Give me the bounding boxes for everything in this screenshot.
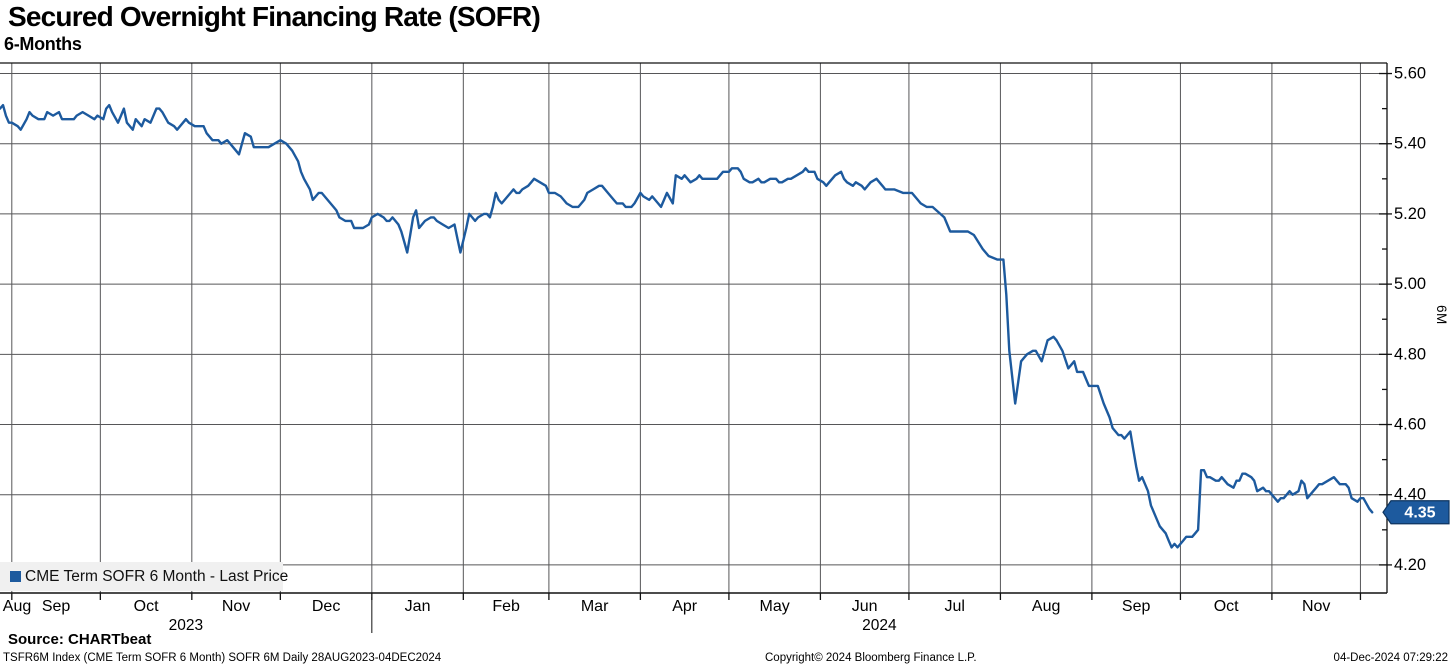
svg-text:Feb: Feb: [492, 598, 520, 615]
plot-border: [0, 62, 1388, 594]
sofr-line-chart[interactable]: 5.60 5.40 5.20 5.00 4.80 4.60 4.40 4.20 Aug Sep Oc…: [0, 60, 1456, 666]
svg-text:Jul: Jul: [944, 598, 964, 615]
gridlines: [0, 63, 1387, 593]
y-axis-unit-label: 6M: [1434, 305, 1449, 325]
ticker-metadata: TSFR6M Index (CME Term SOFR 6 Month) SOF…: [3, 652, 442, 664]
svg-text:Apr: Apr: [672, 598, 698, 615]
svg-text:4.20: 4.20: [1394, 556, 1426, 574]
legend-label: CME Term SOFR 6 Month - Last Price: [25, 567, 289, 585]
copyright-notice: Copyright© 2024 Bloomberg Finance L.P.: [765, 652, 977, 664]
svg-text:Sep: Sep: [42, 598, 71, 615]
svg-text:Aug: Aug: [1032, 598, 1060, 615]
svg-text:Sep: Sep: [1122, 598, 1151, 615]
y-axis-labels: 5.60 5.40 5.20 5.00 4.80 4.60 4.40 4.20: [1394, 65, 1426, 574]
svg-text:4.40: 4.40: [1394, 486, 1426, 504]
x-axis-labels: Aug Sep Oct Nov Dec Jan Feb Mar Apr May Jun Jul Aug S…: [3, 598, 1331, 634]
svg-text:5.00: 5.00: [1394, 275, 1426, 293]
last-price-flag: 4.35: [1382, 500, 1450, 525]
svg-text:2024: 2024: [862, 617, 897, 634]
page-subtitle: 6-Months: [4, 34, 82, 54]
svg-text:4.60: 4.60: [1394, 416, 1426, 434]
svg-text:5.40: 5.40: [1394, 135, 1426, 153]
axis-ticks: [11, 72, 1392, 633]
svg-text:Mar: Mar: [581, 598, 609, 615]
svg-text:5.60: 5.60: [1394, 65, 1426, 83]
svg-text:Nov: Nov: [1302, 598, 1330, 615]
svg-text:Jan: Jan: [405, 598, 431, 615]
svg-text:Jun: Jun: [852, 598, 878, 615]
svg-text:Oct: Oct: [1214, 598, 1239, 615]
svg-text:5.20: 5.20: [1394, 205, 1426, 223]
svg-text:Nov: Nov: [222, 598, 250, 615]
svg-text:Aug: Aug: [3, 598, 31, 615]
svg-text:May: May: [760, 598, 790, 615]
svg-text:Oct: Oct: [134, 598, 159, 615]
timestamp: 04-Dec-2024 07:29:22: [1333, 652, 1448, 664]
svg-text:4.80: 4.80: [1394, 345, 1426, 363]
legend[interactable]: CME Term SOFR 6 Month - Last Price: [0, 562, 288, 591]
source-label: Source: CHARTbeat: [8, 631, 152, 648]
page-title: Secured Overnight Financing Rate (SOFR): [8, 1, 541, 32]
svg-text:Dec: Dec: [312, 598, 340, 615]
price-line: [0, 103, 1374, 549]
svg-text:2023: 2023: [169, 617, 203, 634]
last-price-value: 4.35: [1404, 504, 1435, 521]
series-swatch-icon: [10, 571, 21, 582]
